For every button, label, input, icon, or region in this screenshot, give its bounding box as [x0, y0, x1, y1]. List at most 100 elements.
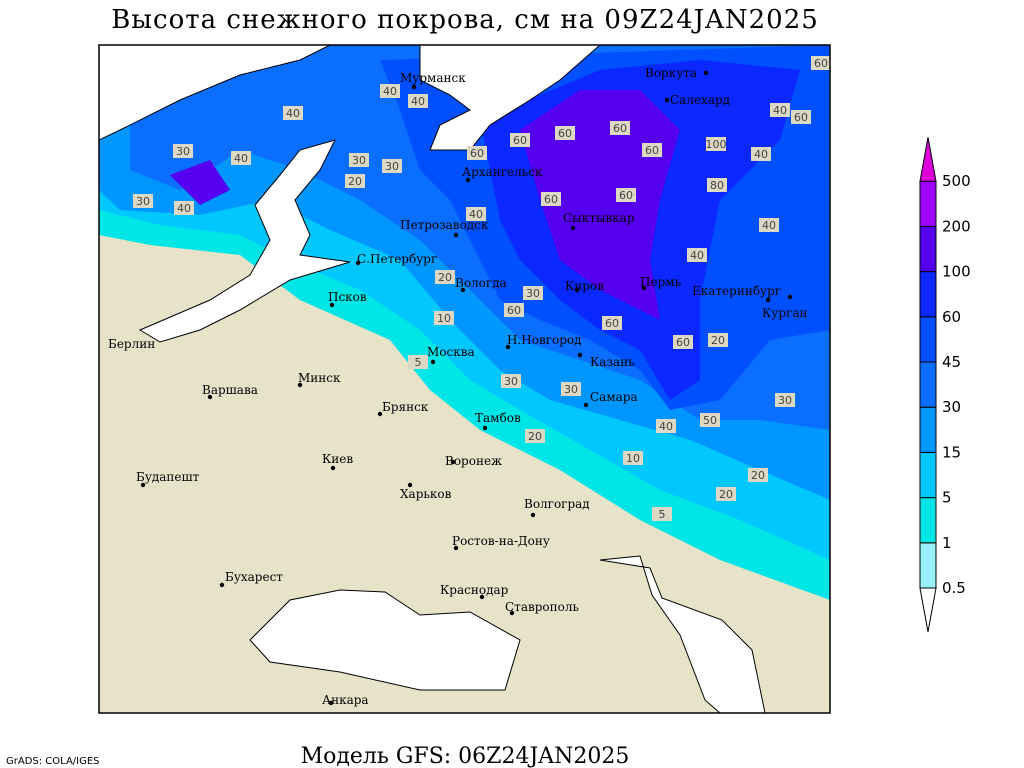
contour-label: 100	[706, 138, 727, 151]
contour-label: 60	[544, 193, 558, 206]
city-label: Киров	[565, 279, 604, 293]
city-dot	[583, 402, 589, 408]
contour-label: 30	[504, 375, 518, 388]
colorbar-above	[919, 137, 937, 182]
city-dot	[453, 545, 459, 551]
contour-label-box	[133, 194, 153, 208]
city-dot	[411, 84, 417, 90]
colorbar-segment	[919, 271, 937, 318]
contour-label: 60	[605, 317, 619, 330]
contour-label: 60	[645, 144, 659, 157]
contour-label-box	[283, 106, 303, 120]
contour-label-box	[775, 393, 795, 407]
contour-label: 60	[613, 122, 627, 135]
contour-label: 60	[558, 127, 572, 140]
contour-label-box	[501, 374, 521, 388]
colorbar-label: 0.5	[942, 579, 966, 597]
black-sea	[249, 589, 521, 691]
contour-label: 60	[814, 57, 828, 70]
city-dot	[482, 425, 488, 431]
contour-label-box	[687, 248, 707, 262]
snow-area	[520, 90, 680, 320]
contour-labels: 40 40 40 30 40 30 30 20 30 40 60 60 60 60 100 40 60 80 60 6…	[133, 56, 830, 521]
contour-label: 40	[762, 219, 776, 232]
contour-label: 20	[438, 271, 452, 284]
city-label: Берлин	[108, 337, 155, 351]
contour-label-box	[751, 147, 771, 161]
city-dot	[530, 512, 536, 518]
contour-label: 20	[528, 430, 542, 443]
city-label: Архангельск	[462, 165, 543, 179]
contour-label: 80	[710, 179, 724, 192]
contour-label: 10	[437, 312, 451, 325]
city-label: Пермь	[640, 275, 682, 289]
contour-label: 60	[507, 304, 521, 317]
city-dot	[377, 411, 383, 417]
contour-label-box	[770, 103, 790, 117]
city-label: Минск	[298, 371, 341, 385]
city-dot	[765, 297, 771, 303]
contour-label: 60	[619, 189, 633, 202]
city-dot	[787, 294, 793, 300]
contour-label-box	[652, 507, 672, 521]
city-dot	[328, 700, 334, 706]
city-dot	[450, 459, 456, 465]
contour-label-box	[616, 188, 636, 202]
contour-label: 60	[513, 134, 527, 147]
snow-area	[170, 160, 230, 205]
city-label: Казань	[590, 355, 635, 369]
city-label: Краснодар	[440, 583, 509, 597]
colorbar-segment	[919, 180, 937, 227]
contour-label: 30	[564, 383, 578, 396]
contour-label-box	[349, 153, 369, 167]
contour-label-box	[466, 207, 486, 221]
cities: Мурманск Воркута Салехард Архангельск Петроз…	[108, 66, 807, 707]
contour-label: 30	[352, 154, 366, 167]
colorbar-segment	[919, 497, 937, 544]
contour-label: 30	[526, 287, 540, 300]
colorbar-label: 5	[942, 489, 952, 507]
city-dot	[570, 225, 576, 231]
city-dot	[140, 482, 146, 488]
city-label: Киев	[322, 452, 353, 466]
colorbar-below	[919, 587, 937, 633]
contour-label: 60	[676, 336, 690, 349]
contour-label: 40	[690, 249, 704, 262]
city-dot	[479, 594, 485, 600]
contour-label-box	[408, 94, 428, 108]
city-label: Брянск	[382, 400, 429, 414]
city-label: Екатеринбург	[692, 284, 781, 298]
city-dot	[355, 260, 361, 266]
city-dot	[207, 394, 213, 400]
city-dot	[505, 344, 511, 350]
contour-label: 40	[234, 152, 248, 165]
city-dot	[430, 359, 436, 365]
contour-label-box	[791, 110, 811, 124]
city-label: Ставрополь	[505, 600, 579, 614]
colorbar-segment	[919, 225, 937, 273]
barents-sea	[419, 45, 601, 151]
credit: GrADS: COLA/IGES	[6, 756, 100, 767]
city-label: Будапешт	[136, 470, 200, 484]
city-label: Н.Новгород	[507, 333, 582, 347]
contour-label-box	[467, 146, 487, 160]
contour-label: 40	[754, 148, 768, 161]
contour-label-box	[656, 419, 676, 433]
title: Высота снежного покрова, см на 09Z24JAN2…	[111, 5, 819, 35]
colorbar-segment	[919, 406, 937, 453]
map-frame	[98, 44, 831, 714]
contour-label: 20	[348, 175, 362, 188]
contour-label-box	[748, 468, 768, 482]
contour-label: 40	[383, 85, 397, 98]
contour-label: 60	[470, 147, 484, 160]
contour-label-box	[173, 144, 193, 158]
colorbar-label: 500	[942, 172, 971, 190]
model-caption: Модель GFS: 06Z24JAN2025	[301, 744, 630, 768]
city-label: Воркута	[645, 66, 697, 80]
colorbar-label: 1	[942, 534, 952, 552]
contour-label: 50	[703, 414, 717, 427]
contour-label: 60	[794, 111, 808, 124]
city-label: Москва	[427, 345, 475, 359]
contour-label-box	[555, 126, 575, 140]
